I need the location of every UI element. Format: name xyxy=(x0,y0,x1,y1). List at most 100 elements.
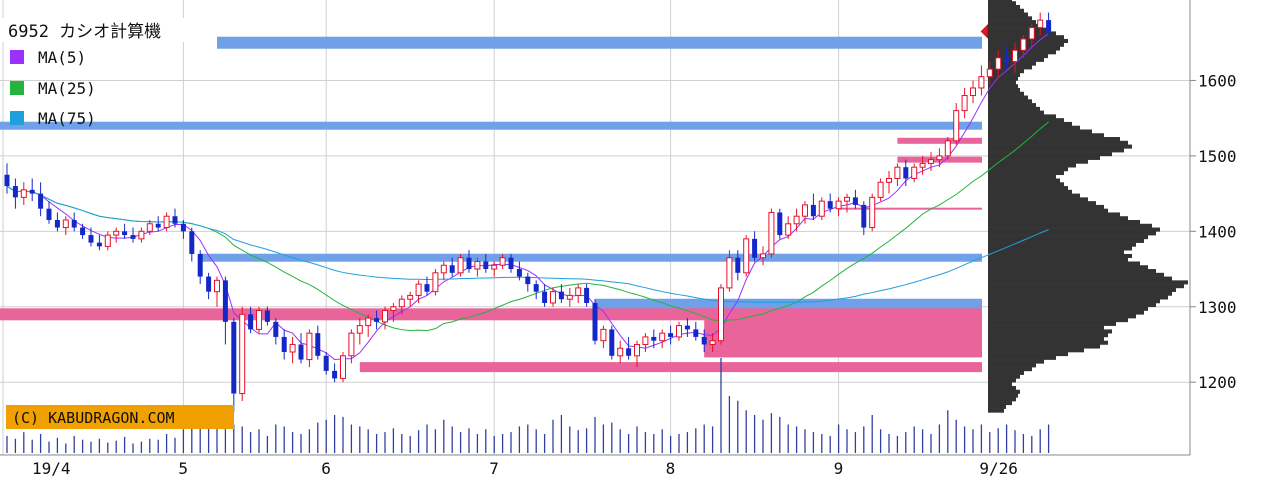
candle-body-up xyxy=(163,215,170,229)
volume-profile-bar xyxy=(988,133,1104,138)
candle-body-up xyxy=(1028,27,1035,40)
candle-body-down xyxy=(273,321,279,337)
copyright-badge xyxy=(6,405,234,429)
candle-body-up xyxy=(20,189,27,198)
volume-profile-bar xyxy=(988,382,1012,387)
x-tick-label: 6 xyxy=(321,459,331,478)
price-level-band xyxy=(838,207,982,210)
candle-body-down xyxy=(592,302,598,341)
volume-profile-bar xyxy=(988,38,1068,44)
candle-body-down xyxy=(29,189,35,194)
candle-body-up xyxy=(289,343,296,353)
volume-profile-bar xyxy=(988,121,1072,127)
candle-body-up xyxy=(600,328,607,342)
candle-body-up xyxy=(440,264,447,274)
y-tick-label: 1500 xyxy=(1198,147,1237,166)
volume-profile-bar xyxy=(988,401,1012,406)
candle-body-up xyxy=(398,298,405,308)
volume-profile-bar xyxy=(988,352,1068,357)
volume-profile-bar xyxy=(988,27,1048,32)
candle-body-up xyxy=(499,257,506,266)
candle-body-up xyxy=(978,76,985,89)
volume-profile-bar xyxy=(988,189,1072,194)
candle-body-up xyxy=(382,310,388,323)
candle-body-down xyxy=(46,208,52,220)
volume-profile-bar xyxy=(988,106,1040,111)
volume-profile-bar xyxy=(988,299,1160,304)
candle-body-down xyxy=(4,174,10,187)
candle-body-up xyxy=(365,317,372,327)
candle-body-down xyxy=(54,220,60,228)
candle-body-up xyxy=(928,159,934,164)
candle-body-down xyxy=(374,318,380,322)
volume-profile-bar xyxy=(988,374,1020,379)
candle-body-down xyxy=(701,336,707,345)
support-resistance-lines xyxy=(0,36,982,373)
price-level-band xyxy=(0,121,982,130)
volume-profile-bar xyxy=(988,12,1028,17)
legend: MA(5) MA(25) MA(75) xyxy=(10,48,96,128)
volume-profile-bar xyxy=(988,227,1160,232)
candle-body-down xyxy=(122,231,128,236)
candle-body-up xyxy=(617,347,624,357)
candle-body-down xyxy=(180,223,186,232)
volume-profile-bar xyxy=(988,306,1148,311)
candle-body-up xyxy=(1020,38,1027,51)
copyright-text: (C) KABUDRAGON.COM xyxy=(12,409,175,427)
candle-body-up xyxy=(138,230,145,240)
candle-body-down xyxy=(752,238,758,258)
candle-body-up xyxy=(356,325,363,334)
price-level-band xyxy=(200,253,982,262)
volume-profile-bar xyxy=(988,272,1164,277)
volume-profile-bar xyxy=(988,269,1156,274)
candle-body-up xyxy=(802,204,808,217)
volume-profile-bar xyxy=(988,348,1084,353)
volume-profile-bar xyxy=(988,197,1088,202)
x-tick-label: 5 xyxy=(178,459,188,478)
candle-body-up xyxy=(113,230,120,236)
price-level-band xyxy=(359,362,982,373)
volume-profile-bar xyxy=(988,336,1104,342)
volume-profile-bar xyxy=(988,291,1172,296)
candle-body-up xyxy=(869,196,876,229)
volume-profile-bar xyxy=(988,257,1128,262)
volume-profile-bar xyxy=(988,261,1140,266)
candle-body-down xyxy=(298,344,304,360)
candle-body-up xyxy=(407,294,414,300)
candle-body-up xyxy=(718,287,724,342)
candle-body-up xyxy=(634,343,640,357)
candle-body-down xyxy=(12,186,18,198)
candle-body-up xyxy=(340,355,346,379)
candle-body-down xyxy=(449,265,455,273)
volume-profile-bar xyxy=(988,404,1006,409)
volume-profile-bar xyxy=(988,178,1060,183)
candle-body-down xyxy=(1004,57,1010,62)
volume-profile-bar xyxy=(988,148,1124,153)
volume-profile-bar xyxy=(988,389,1020,394)
candle-body-down xyxy=(1046,20,1052,32)
volume-profile-bar xyxy=(988,223,1152,228)
volume-profile-bar xyxy=(988,340,1108,345)
candle-body-down xyxy=(315,333,321,356)
y-tick-label: 1300 xyxy=(1198,298,1237,317)
candle-body-down xyxy=(222,280,228,322)
volume-profile-bar xyxy=(988,129,1092,134)
y-tick-label: 1200 xyxy=(1198,373,1237,392)
candle-body-down xyxy=(96,242,102,247)
volume-profile-bar xyxy=(988,144,1132,149)
x-tick-label: 8 xyxy=(666,459,676,478)
title-background xyxy=(0,18,210,42)
candle-body-down xyxy=(827,201,833,209)
legend-label-ma25: MA(25) xyxy=(38,79,96,98)
volume-profile-bar xyxy=(988,318,1128,323)
candle-body-down xyxy=(466,257,472,270)
candle-body-down xyxy=(197,253,203,277)
price-level-band xyxy=(897,137,982,144)
price-level-band xyxy=(704,313,982,358)
volume-profile-bar xyxy=(988,265,1148,270)
candle-body-up xyxy=(676,325,682,338)
candle-body-down xyxy=(777,212,783,236)
volume-profile-bar xyxy=(988,23,1040,28)
candle-body-down xyxy=(189,231,195,254)
